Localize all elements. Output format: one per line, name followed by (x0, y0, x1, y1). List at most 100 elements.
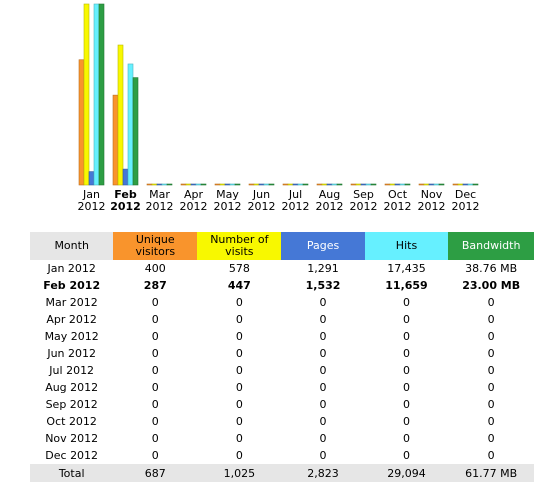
bar-pages-5 (224, 183, 231, 186)
chart-month-label: Sep 2012 (349, 188, 378, 213)
bar-hits-4 (195, 183, 202, 186)
bar-pages-4 (190, 183, 197, 186)
bar-bandwidth-11 (438, 183, 445, 186)
bar-bandwidth-4 (200, 183, 207, 186)
total-label: Total (30, 464, 114, 482)
bar-visits-12 (457, 183, 464, 186)
cell-unique-visitors: 0 (151, 364, 159, 377)
cell-bandwidth: 0 (487, 415, 495, 428)
bar-pages-1 (88, 171, 95, 186)
cell-bandwidth: 0 (487, 296, 495, 309)
cell-unique-visitors: 287 (143, 279, 167, 292)
bar-unique-visitors-5 (214, 183, 221, 186)
header-unique-visitors: Unique visitors (113, 232, 198, 260)
cell-visits: 0 (235, 398, 243, 411)
bar-visits-10 (389, 183, 396, 186)
cell-month-label: Jan 2012 (47, 262, 96, 275)
cell-visits: 0 (235, 415, 243, 428)
cell-visits: 578 (228, 262, 250, 275)
cell-hits: 0 (402, 313, 410, 326)
bar-bandwidth-8 (336, 183, 343, 186)
bar-unique-visitors-2 (112, 94, 119, 186)
cell-hits: 0 (402, 432, 410, 445)
bar-hits-1 (93, 3, 100, 186)
cell-bandwidth: 0 (487, 330, 495, 343)
bar-pages-6 (258, 183, 265, 186)
bar-hits-6 (263, 183, 270, 186)
bar-hits-7 (297, 183, 304, 186)
bar-unique-visitors-10 (384, 183, 391, 186)
bar-visits-11 (423, 183, 430, 186)
chart-month-labels: Jan 2012 Feb 2012 Mar 2012 Apr 2012 May 2012 Jun 20… (0, 189, 542, 219)
bar-bandwidth-10 (404, 183, 411, 186)
bar-visits-6 (253, 183, 260, 186)
cell-month-label: Feb 2012 (43, 279, 101, 292)
cell-month-label: Mar 2012 (45, 296, 98, 309)
cell-visits: 0 (235, 330, 243, 343)
cell-hits: 17,435 (387, 262, 426, 275)
bar-visits-1 (83, 3, 90, 186)
cell-month-label: Jun 2012 (47, 347, 97, 360)
cell-month-label: Aug 2012 (45, 381, 99, 394)
cell-hits: 0 (402, 449, 410, 462)
bar-pages-9 (360, 183, 367, 186)
cell-visits: 0 (235, 432, 243, 445)
bar-visits-2 (117, 44, 124, 186)
table-row: Jul 2012 0 0 0 0 0 (30, 362, 534, 379)
cell-bandwidth: 23.00 MB (462, 279, 521, 292)
table-row: Feb 2012 287 447 1,532 11,659 23.00 MB (30, 277, 534, 294)
bar-unique-visitors-6 (248, 183, 255, 186)
chart-month-label: Jan 2012 (77, 188, 106, 213)
cell-hits: 0 (402, 381, 410, 394)
cell-month-label: Jul 2012 (49, 364, 95, 377)
chart-month-label: Aug 2012 (315, 188, 344, 213)
bar-visits-3 (151, 183, 158, 186)
bar-unique-visitors-9 (350, 183, 357, 186)
cell-unique-visitors: 0 (151, 449, 159, 462)
bar-hits-11 (433, 183, 440, 186)
table-row: Mar 2012 0 0 0 0 0 (30, 294, 534, 311)
cell-month-label: Dec 2012 (45, 449, 99, 462)
cell-bandwidth: 0 (487, 449, 495, 462)
cell-pages: 1,291 (307, 262, 339, 275)
cell-hits: 0 (402, 415, 410, 428)
bar-visits-8 (321, 183, 328, 186)
chart-month-label: Nov 2012 (417, 188, 446, 213)
cell-unique-visitors: 0 (151, 296, 159, 309)
bar-hits-9 (365, 183, 372, 186)
cell-unique-visitors: 400 (144, 262, 166, 275)
cell-pages: 0 (319, 432, 327, 445)
cell-bandwidth: 0 (487, 313, 495, 326)
bar-pages-2 (122, 168, 129, 186)
chart-month-label: Dec 2012 (451, 188, 480, 213)
bar-unique-visitors-11 (418, 183, 425, 186)
cell-unique-visitors: 0 (151, 313, 159, 326)
bar-bandwidth-7 (302, 183, 309, 186)
cell-visits: 0 (235, 364, 243, 377)
total-bandwidth: 61.77 MB (448, 464, 534, 482)
header-month: Month (30, 232, 114, 260)
bar-visits-5 (219, 183, 226, 186)
cell-hits: 0 (402, 296, 410, 309)
bar-unique-visitors-12 (452, 183, 459, 186)
cell-hits: 0 (402, 330, 410, 343)
chart-month-label: Mar 2012 (145, 188, 174, 213)
bar-visits-9 (355, 183, 362, 186)
chart-month-label: Jul 2012 (281, 188, 310, 213)
bar-bandwidth-1 (98, 3, 105, 186)
bar-unique-visitors-3 (146, 183, 153, 186)
cell-unique-visitors: 0 (151, 330, 159, 343)
bar-bandwidth-9 (370, 183, 377, 186)
header-bandwidth: Bandwidth (448, 232, 534, 260)
monthly-history-chart (78, 3, 479, 186)
bar-bandwidth-5 (234, 183, 241, 186)
table-row: Apr 2012 0 0 0 0 0 (30, 311, 534, 328)
table-row: Oct 2012 0 0 0 0 0 (30, 413, 534, 430)
bar-hits-12 (467, 183, 474, 186)
cell-month-label: Nov 2012 (45, 432, 99, 445)
cell-month-label: Sep 2012 (45, 398, 98, 411)
cell-bandwidth: 0 (487, 364, 495, 377)
total-row: Total 687 1,025 2,823 29,094 61.77 MB (30, 464, 534, 482)
chart-month-label: Oct 2012 (383, 188, 412, 213)
cell-unique-visitors: 0 (151, 347, 159, 360)
